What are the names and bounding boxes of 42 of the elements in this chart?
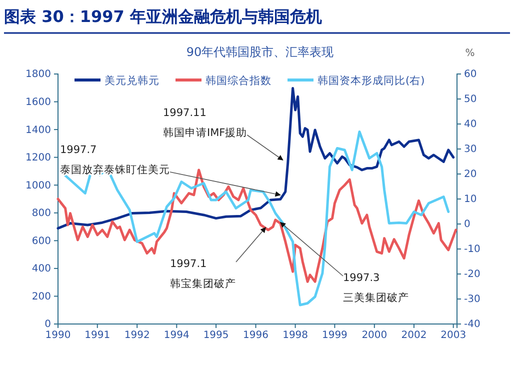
- y-tick-label: 800: [32, 208, 51, 220]
- chart-title: 图表 30：1997 年亚洲金融危机与韩国危机: [4, 7, 322, 26]
- x-tick-label: 1996: [243, 330, 268, 342]
- y-tick-label: 1000: [26, 180, 51, 192]
- y2-tick-label: 20: [464, 169, 477, 180]
- line-series: [56, 87, 455, 230]
- y2-tick-label: -30: [464, 294, 480, 306]
- y-tick-label: 600: [32, 236, 51, 247]
- x-tick-label: 1999: [322, 330, 348, 342]
- chart-subtitle: 90年代韩国股市、汇率表现: [186, 45, 334, 59]
- y2-axis-title: %: [465, 48, 475, 59]
- annotation: 1997.3 三美集团破产: [343, 272, 409, 304]
- y2-tick-label: -10: [464, 244, 480, 256]
- x-tick-label: 1995: [203, 330, 229, 342]
- annotation: 1997.1 韩宝集团破产: [170, 258, 236, 290]
- y2-tick-label: 60: [464, 69, 477, 80]
- y-tick-label: 200: [32, 291, 51, 302]
- y2-tick-label: 0: [464, 219, 470, 230]
- annotation: 1997.11 韩国申请IMF援助: [163, 107, 248, 139]
- y2-tick-label: -20: [464, 269, 480, 280]
- y-tick-label: 1600: [26, 96, 51, 108]
- x-tick-label: 1994: [164, 330, 190, 342]
- x-tick-label: 1991: [84, 330, 110, 342]
- x-tick-label: 2002: [401, 330, 427, 342]
- legend-label: 韩国资本形成同比(右): [318, 74, 425, 87]
- x-tick-label: 1992: [124, 330, 150, 342]
- x-tick-label: 1998: [282, 330, 308, 342]
- y-tick-label: 400: [32, 264, 51, 275]
- y2-tick-label: 10: [464, 194, 477, 206]
- y-tick-label: 1200: [26, 152, 51, 164]
- legend-label: 韩国综合指数: [206, 74, 272, 87]
- legend-label: 美元兑韩元: [104, 74, 160, 87]
- y2-tick-label: 50: [464, 94, 477, 106]
- x-tick-label: 1990: [45, 330, 71, 342]
- y-tick-label: 0: [44, 319, 51, 330]
- y2-tick-label: -40: [464, 319, 480, 330]
- y-tick-label: 1800: [26, 69, 51, 80]
- x-tick-label: 2003: [440, 330, 466, 342]
- x-tick-label: 2000: [362, 330, 388, 342]
- y2-tick-label: 30: [464, 144, 477, 156]
- y-tick-label: 1400: [26, 124, 51, 136]
- y2-tick-label: 40: [464, 119, 477, 130]
